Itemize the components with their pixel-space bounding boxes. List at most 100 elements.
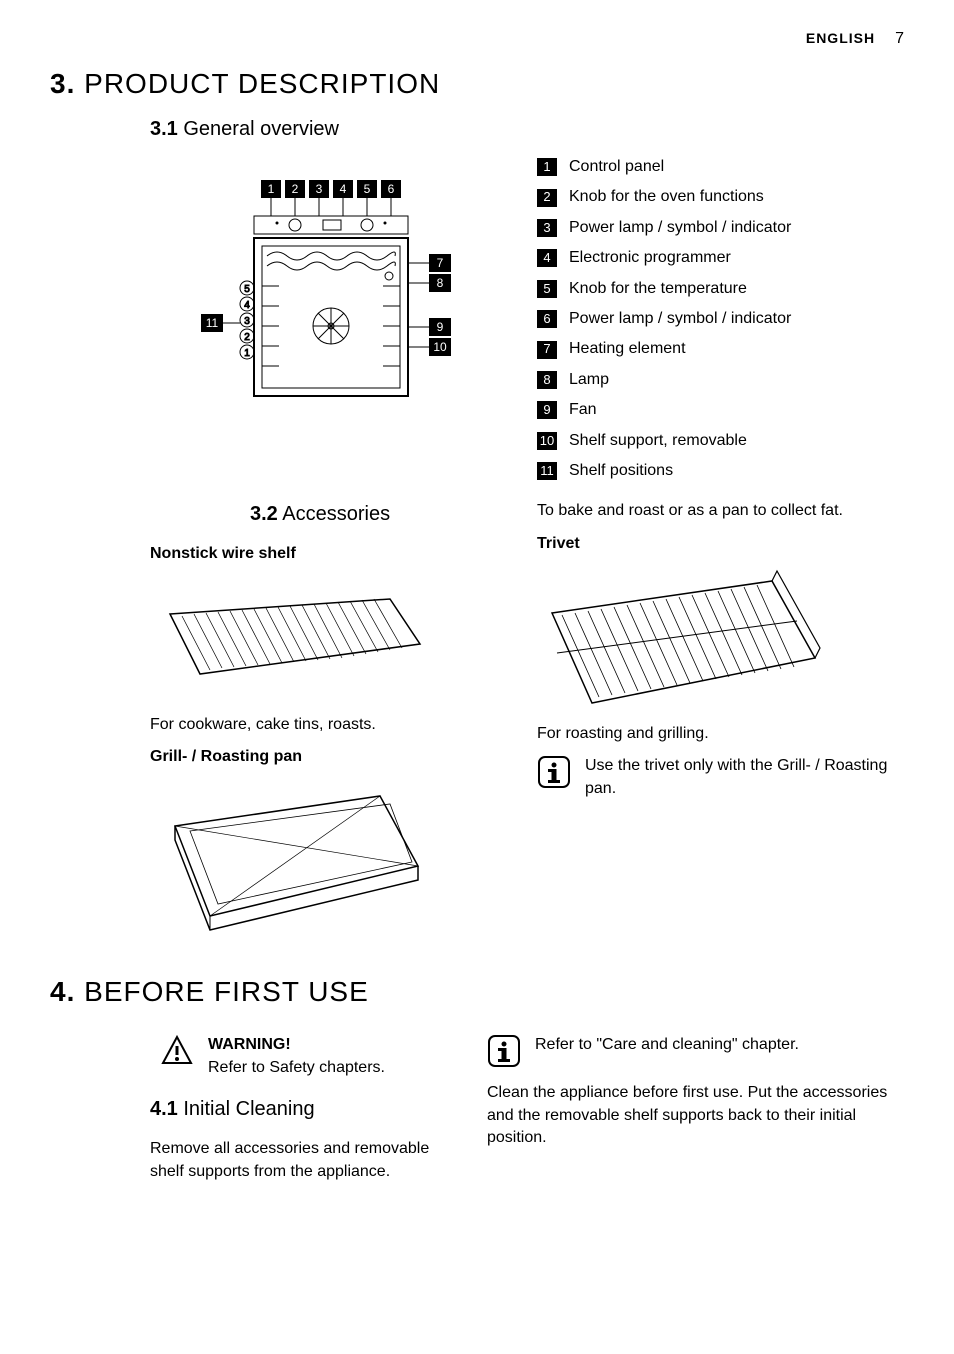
section-4-left-column: WARNING! Refer to Safety chapters. 4.1 I… [50, 1026, 467, 1193]
roasting-pan-figure [150, 776, 440, 936]
legend-num-8: 8 [537, 371, 557, 389]
info-icon [537, 755, 571, 789]
oven-diagram: 1 2 3 4 5 6 [199, 176, 469, 416]
legend-label-3: Power lamp / symbol / indicator [569, 217, 791, 239]
svg-text:3: 3 [315, 182, 322, 196]
subsection-4-1-number: 4.1 [150, 1098, 178, 1120]
legend-num-2: 2 [537, 189, 557, 207]
svg-text:5: 5 [244, 284, 250, 295]
subsection-3-1-number: 3.1 [150, 118, 178, 140]
svg-text:6: 6 [387, 182, 394, 196]
subsection-4-1-title: Initial Cleaning [183, 1098, 314, 1120]
legend-item-10: 10 Shelf support, removable [537, 430, 904, 452]
accessory-3-caption: For roasting and grilling. [537, 723, 904, 745]
oven-diagram-svg: 1 2 3 4 5 6 [199, 176, 469, 416]
page-header: ENGLISH 7 [50, 30, 904, 48]
legend-label-10: Shelf support, removable [569, 430, 747, 452]
legend-label-2: Knob for the oven functions [569, 186, 764, 208]
legend-item-2: 2 Knob for the oven functions [537, 186, 904, 208]
section-4-title: BEFORE FIRST USE [84, 976, 369, 1007]
svg-text:1: 1 [244, 348, 250, 359]
legend-num-7: 7 [537, 341, 557, 359]
legend-num-11: 11 [537, 462, 557, 480]
legend-label-4: Electronic programmer [569, 247, 731, 269]
overview-legend-column: 1 Control panel 2 Knob for the oven functi… [537, 156, 904, 490]
subsection-4-1-heading: 4.1 Initial Cleaning [150, 1095, 467, 1123]
svg-text:7: 7 [436, 256, 443, 270]
legend-label-7: Heating element [569, 338, 686, 360]
legend-num-6: 6 [537, 310, 557, 328]
overview-row: 1 2 3 4 5 6 [50, 156, 904, 490]
cleaning-info-note: Refer to "Care and cleaning" chapter. [487, 1034, 904, 1068]
svg-text:11: 11 [205, 316, 218, 330]
subsection-3-1-title: General overview [183, 118, 339, 140]
legend-num-10: 10 [537, 432, 557, 450]
section-3-number: 3. [50, 68, 75, 99]
svg-text:5: 5 [363, 182, 370, 196]
accessories-left-column: 3.2 Accessories Nonstick wire shelf [50, 500, 517, 946]
svg-text:10: 10 [433, 340, 447, 354]
legend-item-11: 11 Shelf positions [537, 460, 904, 482]
roasting-pan-svg [150, 776, 440, 936]
subsection-3-1-heading: 3.1 General overview [150, 118, 904, 141]
legend-item-5: 5 Knob for the temperature [537, 278, 904, 300]
section-product-description: 3. PRODUCT DESCRIPTION 3.1 General overv… [50, 68, 904, 946]
legend-label-6: Power lamp / symbol / indicator [569, 308, 791, 330]
header-page-number: 7 [895, 30, 904, 48]
info-icon [487, 1034, 521, 1068]
legend-item-1: 1 Control panel [537, 156, 904, 178]
legend-num-5: 5 [537, 280, 557, 298]
subsection-3-2-title: Accessories [282, 503, 390, 525]
legend-num-9: 9 [537, 401, 557, 419]
wire-shelf-svg [150, 574, 440, 704]
legend-label-9: Fan [569, 399, 597, 421]
legend-label-1: Control panel [569, 156, 664, 178]
cleaning-info-text: Refer to "Care and cleaning" chapter. [535, 1034, 799, 1056]
subsection-3-2-heading: 3.2 Accessories [250, 500, 517, 528]
svg-text:9: 9 [436, 320, 443, 334]
section-4-paragraph-2: Clean the appliance before first use. Pu… [487, 1082, 904, 1149]
svg-text:8: 8 [436, 276, 443, 290]
svg-text:3: 3 [244, 316, 250, 327]
legend-item-6: 6 Power lamp / symbol / indicator [537, 308, 904, 330]
legend-label-5: Knob for the temperature [569, 278, 747, 300]
section-4-right-column: Refer to "Care and cleaning" chapter. Cl… [487, 1026, 904, 1193]
trivet-figure [537, 563, 827, 713]
accessories-right-column: To bake and roast or as a pan to collect… [537, 500, 904, 946]
parts-legend-list: 1 Control panel 2 Knob for the oven functi… [537, 156, 904, 482]
legend-num-3: 3 [537, 219, 557, 237]
warning-note: WARNING! Refer to Safety chapters. [160, 1034, 467, 1079]
trivet-info-text: Use the trivet only with the Grill- / Ro… [585, 755, 904, 800]
legend-item-4: 4 Electronic programmer [537, 247, 904, 269]
svg-text:2: 2 [244, 332, 250, 343]
accessory-3-title: Trivet [537, 533, 904, 555]
legend-item-8: 8Lamp [537, 369, 904, 391]
accessory-2-title: Grill- / Roasting pan [150, 746, 517, 768]
accessory-2-caption: To bake and roast or as a pan to collect… [537, 500, 904, 522]
header-language: ENGLISH [806, 30, 875, 46]
svg-text:4: 4 [244, 300, 250, 311]
section-3-title: PRODUCT DESCRIPTION [84, 68, 440, 99]
section-4-paragraph-1: Remove all accessories and removable she… [50, 1138, 467, 1183]
warning-text: Refer to Safety chapters. [208, 1057, 385, 1079]
accessories-row: 3.2 Accessories Nonstick wire shelf [50, 500, 904, 946]
subsection-3-2-number: 3.2 [250, 503, 278, 525]
section-3-heading: 3. PRODUCT DESCRIPTION [50, 68, 904, 100]
accessory-1-title: Nonstick wire shelf [150, 543, 517, 565]
legend-num-4: 4 [537, 249, 557, 267]
legend-num-1: 1 [537, 158, 557, 176]
svg-text:2: 2 [291, 182, 298, 196]
svg-text:4: 4 [339, 182, 346, 196]
section-4-heading: 4. BEFORE FIRST USE [50, 976, 904, 1008]
section-before-first-use: 4. BEFORE FIRST USE WARNING! Refer to Sa… [50, 976, 904, 1193]
trivet-svg [537, 563, 827, 713]
overview-figure-column: 1 2 3 4 5 6 [50, 156, 517, 490]
legend-label-11: Shelf positions [569, 460, 673, 482]
legend-item-7: 7 Heating element [537, 338, 904, 360]
legend-item-3: 3 Power lamp / symbol / indicator [537, 217, 904, 239]
section-4-row: WARNING! Refer to Safety chapters. 4.1 I… [50, 1026, 904, 1193]
warning-icon [160, 1034, 194, 1068]
warning-title: WARNING! [208, 1034, 385, 1056]
trivet-info-note: Use the trivet only with the Grill- / Ro… [537, 755, 904, 800]
accessory-1-caption: For cookware, cake tins, roasts. [150, 714, 517, 736]
